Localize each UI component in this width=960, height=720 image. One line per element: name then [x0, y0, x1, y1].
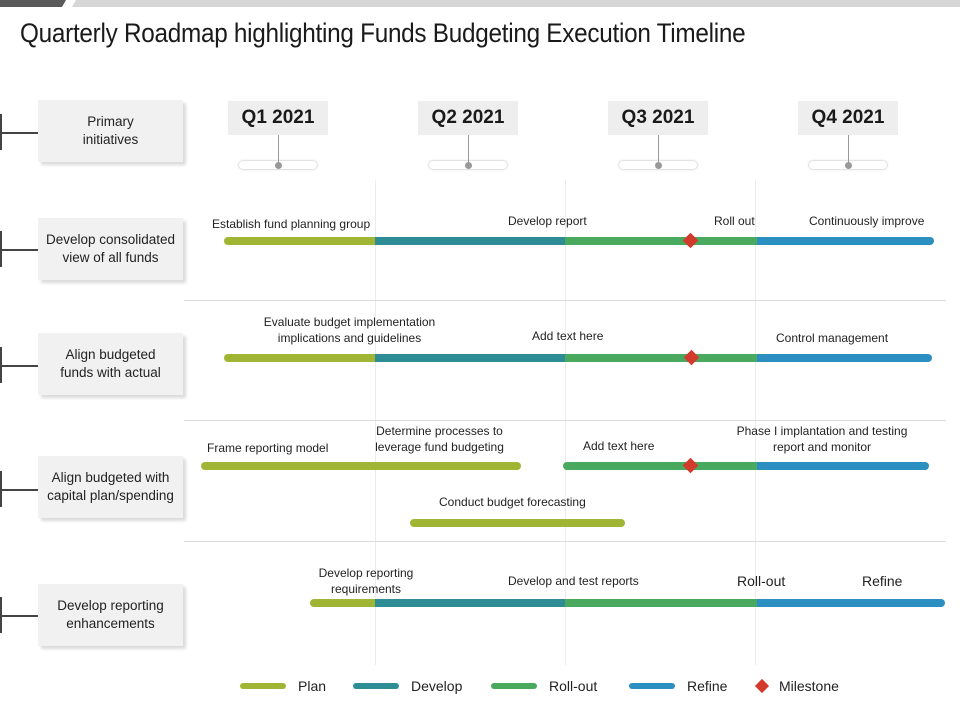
develop-bar [375, 599, 565, 607]
milestone-diamond [682, 232, 699, 249]
quarter-header-q2: Q2 2021 [418, 101, 518, 135]
row-bracket [0, 471, 38, 507]
row-label: Develop consolidated view of all funds [45, 232, 176, 265]
legend-refine: Refine [629, 677, 727, 695]
quarter-pin-line [278, 135, 279, 165]
task-label: Add text here [532, 329, 604, 343]
task-label-text: Determine processes to leverage fund bud… [375, 424, 504, 454]
quarter-pin-dot [655, 162, 662, 169]
header-label: Primary initiatives [82, 114, 139, 147]
row-label-box-3: Align budgeted with capital plan/spendin… [38, 456, 183, 518]
legend-label: Milestone [779, 678, 839, 694]
plan-bar [410, 519, 625, 527]
row-bracket [0, 597, 38, 633]
legend-label: Plan [298, 678, 327, 694]
legend-rollout: Roll-out [491, 677, 597, 695]
quarter-pin-dot [275, 162, 282, 169]
task-label: Roll-out [737, 573, 786, 589]
plan-bar [310, 599, 375, 607]
row-label: Develop reporting enhancements [57, 598, 164, 631]
task-label-text: Evaluate budget implementation implicati… [263, 315, 436, 345]
task-label: Determine processes to leverage fund bud… [372, 423, 507, 455]
plan-bar [201, 462, 521, 470]
task-label-text: Develop reporting requirements [318, 566, 414, 596]
milestone-diamond [682, 457, 699, 474]
row-label-box-4: Develop reporting enhancements [38, 584, 183, 646]
row-label: Align budgeted with capital plan/spendin… [47, 470, 174, 503]
top-accent-dark [0, 0, 70, 7]
refine-bar [757, 354, 932, 362]
row-separator [184, 420, 946, 421]
legend-label: Refine [687, 678, 728, 694]
rollout-bar [565, 599, 757, 607]
row-bracket [0, 114, 38, 150]
task-label: Add text here [583, 439, 655, 453]
plan-bar [224, 354, 375, 362]
quarter-header-q1: Q1 2021 [228, 101, 328, 135]
quarter-pin-line [658, 135, 659, 165]
quarter-pin-dot [465, 162, 472, 169]
quarter-pin-line [848, 135, 849, 165]
task-label: Continuously improve [809, 214, 925, 228]
quarter-header-q4: Q4 2021 [798, 101, 898, 135]
legend-milestone: Milestone [753, 677, 839, 695]
refine-bar [757, 237, 934, 245]
legend-plan: Plan [240, 677, 326, 695]
grid-line-q2 [375, 180, 376, 665]
task-label: Develop report [508, 214, 587, 228]
task-label: Establish fund planning group [212, 217, 371, 231]
milestone-diamond [683, 349, 700, 366]
legend-line-icon [353, 683, 399, 689]
row-separator [184, 541, 946, 542]
task-label: Conduct budget forecasting [439, 495, 586, 509]
legend-label: Roll-out [549, 678, 598, 694]
milestone-diamond-icon [754, 678, 770, 694]
rollout-bar [565, 237, 757, 245]
refine-bar [757, 462, 929, 470]
rollout-bar [563, 462, 757, 470]
legend-label: Develop [411, 678, 463, 694]
legend-line-icon [629, 683, 675, 689]
develop-bar [375, 237, 565, 245]
quarter-pin-line [468, 135, 469, 165]
row-label: Align budgeted funds with actual [60, 347, 161, 380]
refine-bar [757, 599, 945, 607]
task-label-text: Phase I implantation and testing report … [736, 424, 908, 454]
task-label: Evaluate budget implementation implicati… [262, 314, 437, 346]
row-bracket [0, 231, 38, 267]
header-label-box: Primary initiatives [38, 100, 183, 162]
task-label: Phase I implantation and testing report … [732, 423, 912, 455]
task-label: Control management [776, 331, 889, 345]
row-bracket [0, 347, 38, 383]
task-label: Develop and test reports [508, 574, 639, 588]
grid-line-q4 [755, 180, 756, 665]
legend-develop: Develop [353, 677, 462, 695]
quarter-pin-dot [845, 162, 852, 169]
legend-line-icon [240, 683, 286, 689]
legend-line-icon [491, 683, 537, 689]
task-label: Frame reporting model [207, 441, 329, 455]
top-accent-strip [0, 0, 960, 7]
grid-line-q3 [565, 180, 566, 665]
row-label-box-2: Align budgeted funds with actual [38, 333, 183, 395]
task-label: Roll out [714, 214, 755, 228]
develop-bar [375, 354, 565, 362]
page-title: Quarterly Roadmap highlighting Funds Bud… [20, 18, 746, 48]
task-label: Develop reporting requirements [315, 565, 417, 597]
quarter-header-q3: Q3 2021 [608, 101, 708, 135]
rollout-bar [565, 354, 757, 362]
row-separator [184, 300, 946, 301]
row-label-box-1: Develop consolidated view of all funds [38, 218, 183, 280]
task-label: Refine [862, 573, 903, 589]
plan-bar [224, 237, 375, 245]
